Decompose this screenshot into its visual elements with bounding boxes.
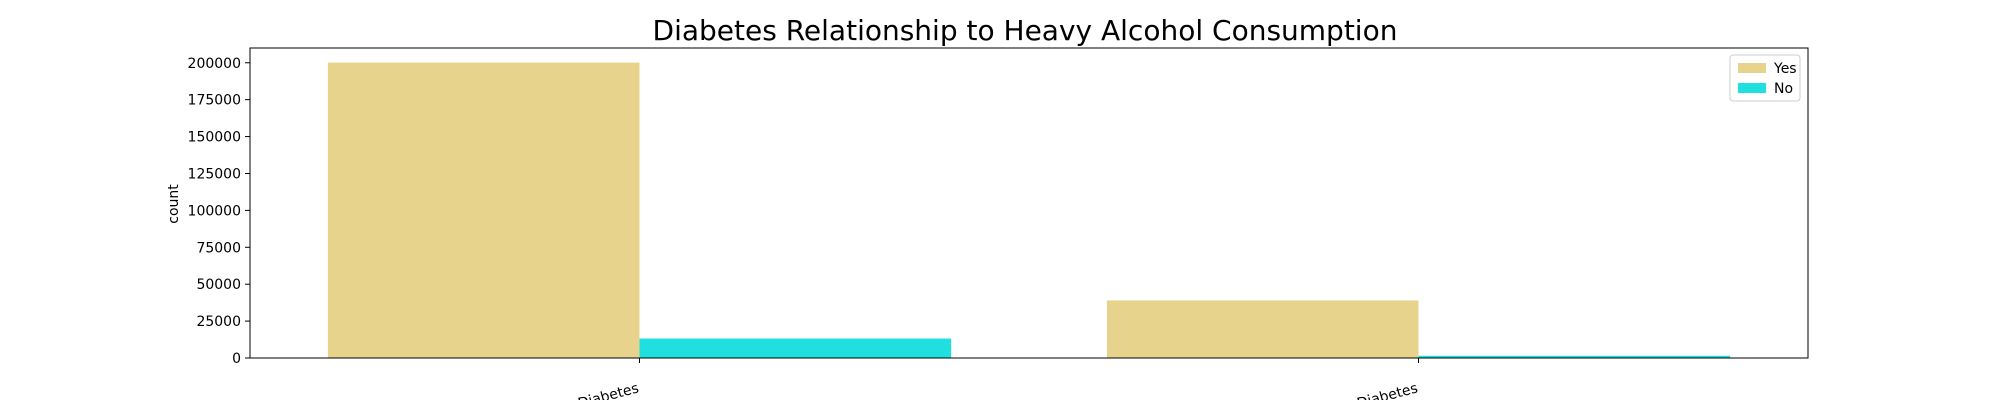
y-tick-label: 25000 — [196, 314, 241, 330]
bar-yes-no-diabetes — [327, 62, 640, 358]
legend-swatch-yes — [1738, 63, 1766, 73]
y-tick-label: 75000 — [196, 240, 241, 256]
y-axis: 0 25000 50000 75000 100000 125000 150000 175000… — [188, 56, 250, 367]
plot-frame — [249, 47, 1809, 359]
y-tick-label: 200000 — [188, 56, 241, 72]
x-axis: No Diabetes Diabetes — [554, 358, 1420, 400]
x-tick-label: Diabetes — [1355, 380, 1419, 400]
y-tick-label: 0 — [232, 351, 241, 367]
y-tick-label: 150000 — [188, 130, 241, 146]
bar-yes-diabetes — [1106, 300, 1419, 358]
y-axis-label: count — [166, 184, 182, 224]
plot-area — [249, 47, 1809, 359]
legend-swatch-no — [1738, 83, 1766, 93]
legend-label-no: No — [1774, 81, 1793, 97]
bar-no-diabetes — [1418, 355, 1731, 358]
chart-title: Diabetes Relationship to Heavy Alcohol C… — [653, 14, 1398, 47]
y-tick-label: 100000 — [188, 203, 241, 219]
x-tick-label: No Diabetes — [554, 380, 641, 400]
y-tick-label: 175000 — [188, 93, 241, 109]
legend: Yes No — [1729, 54, 1801, 102]
legend-label-yes: Yes — [1773, 61, 1797, 77]
y-tick-label: 125000 — [188, 166, 241, 182]
y-tick-label: 50000 — [196, 277, 241, 293]
bar-no-no-diabetes — [639, 338, 952, 358]
